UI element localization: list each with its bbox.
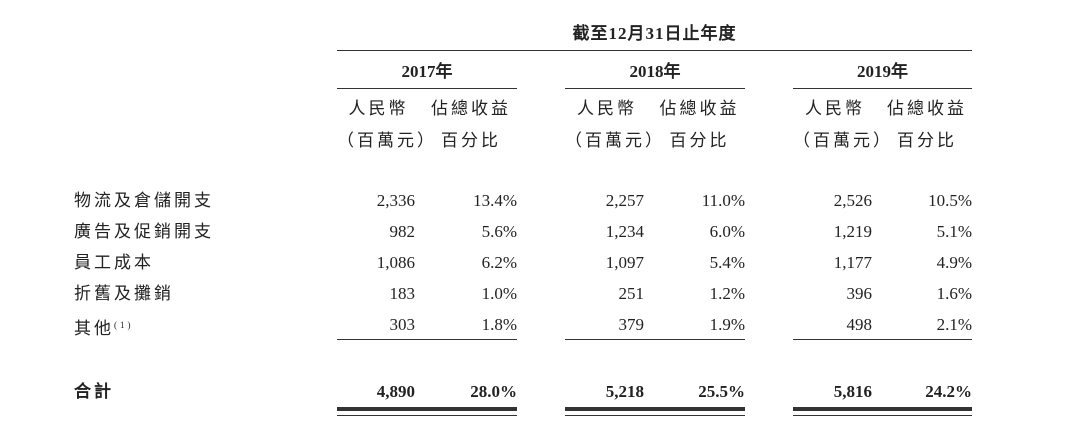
year-label: 2018年 [629, 62, 681, 81]
cell: 2.1% [936, 315, 972, 334]
cell: 1,177 [833, 253, 872, 272]
total-rule-thin [565, 415, 745, 416]
column-label: （百萬元） [793, 131, 893, 150]
row-label: 員工成本 [74, 253, 154, 273]
cell: 4,890 [376, 382, 415, 401]
cell: 379 [618, 315, 645, 334]
cell: 183 [389, 284, 416, 303]
cell: 10.5% [928, 191, 972, 210]
row-label: 折舊及攤銷 [74, 284, 174, 304]
row-label: 其他(1) [74, 315, 134, 339]
cell: 28.0% [470, 382, 517, 401]
cell: 5,816 [833, 382, 872, 401]
cell: 498 [846, 315, 873, 334]
cell: 13.4% [473, 191, 517, 210]
column-label: 百分比 [669, 131, 730, 150]
cell: 25.5% [698, 382, 745, 401]
cell: 1,086 [376, 253, 415, 272]
column-label: 人民幣 [348, 99, 409, 118]
total-rule-thin [337, 415, 517, 416]
row-label-text: 折舊及攤銷 [74, 284, 174, 303]
column-label: 人民幣 [805, 99, 865, 118]
column-label: 佔總收益 [431, 99, 511, 118]
row-label-text: 員工成本 [74, 253, 154, 272]
year-rule [565, 88, 745, 89]
cell: 303 [389, 315, 416, 334]
cell: 5,218 [605, 382, 644, 401]
total-rule-thin [793, 415, 972, 416]
year-label: 2019年 [857, 62, 908, 81]
cell: 396 [846, 284, 873, 303]
cell: 2,336 [376, 191, 415, 210]
cell: 6.2% [481, 253, 517, 272]
total-rule-thick [565, 407, 745, 411]
cell: 1,219 [833, 222, 872, 241]
header-rule [337, 50, 972, 51]
row-label-text: 廣告及促銷開支 [74, 222, 214, 241]
cell: 1.0% [481, 284, 517, 303]
cell: 24.2% [925, 382, 972, 401]
cell: 1,097 [605, 253, 644, 272]
subtotal-rule [793, 339, 972, 340]
row-label-text: 物流及倉儲開支 [74, 191, 214, 210]
year-rule [793, 88, 972, 89]
column-label: 佔總收益 [659, 99, 740, 118]
cell: 982 [389, 222, 416, 241]
total-rule-thick [793, 407, 972, 411]
column-label: 人民幣 [577, 99, 637, 118]
cell: 1.9% [709, 315, 745, 334]
cell: 1.6% [936, 284, 972, 303]
cell: 5.6% [481, 222, 517, 241]
cell: 251 [618, 284, 645, 303]
year-label: 2017年 [401, 62, 453, 81]
cell: 5.4% [709, 253, 745, 272]
total-rule-thick [337, 407, 517, 411]
cell: 1.2% [709, 284, 745, 303]
header-title: 截至12月31日止年度 [572, 24, 737, 43]
row-label: 物流及倉儲開支 [74, 191, 214, 211]
cell: 2,526 [833, 191, 872, 210]
column-label: 百分比 [897, 131, 957, 150]
footnote-marker: (1) [114, 320, 134, 330]
cell: 6.0% [709, 222, 745, 241]
year-rule [337, 88, 517, 89]
column-label: 百分比 [441, 131, 501, 150]
cell: 1.8% [481, 315, 517, 334]
row-label: 廣告及促銷開支 [74, 222, 214, 242]
column-label: 佔總收益 [887, 99, 967, 118]
subtotal-rule [565, 339, 745, 340]
column-label: （百萬元） [565, 131, 665, 150]
column-label: （百萬元） [337, 131, 437, 150]
row-label: 合計 [74, 382, 114, 402]
cell: 4.9% [936, 253, 972, 272]
cell: 11.0% [701, 191, 745, 210]
subtotal-rule [337, 339, 517, 340]
cell: 2,257 [605, 191, 644, 210]
row-label-text: 其他 [74, 319, 114, 338]
row-label-text: 合計 [74, 382, 114, 401]
cell: 5.1% [936, 222, 972, 241]
cell: 1,234 [605, 222, 644, 241]
